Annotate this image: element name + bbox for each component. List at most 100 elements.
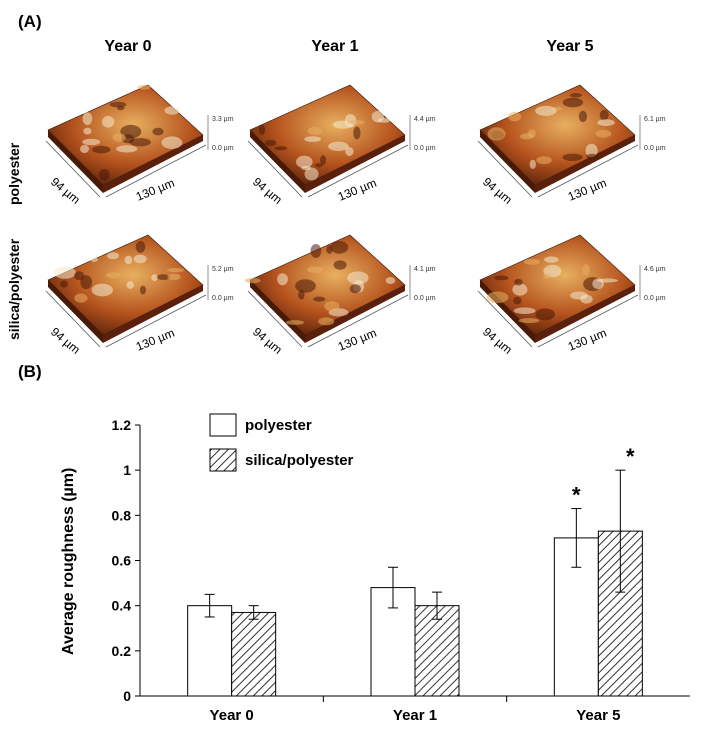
afm-texture-blob — [582, 264, 590, 276]
x-tick-label: Year 1 — [393, 707, 437, 724]
column-title-year-5: Year 5 — [546, 38, 594, 55]
afm-surface-plot: 6.1 µm 0.0 µm 94 µm 130 µm — [477, 84, 666, 207]
afm-texture-blob — [349, 284, 361, 294]
bar-silica-polyester — [414, 605, 460, 697]
afm-texture-blob — [518, 318, 540, 324]
afm-surface-edge — [250, 280, 305, 343]
afm-texture-blob — [107, 252, 119, 260]
afm-texture-blob — [310, 244, 322, 258]
afm-texture-blob — [513, 307, 536, 314]
row-label-silica-polyester: silica/polyester — [6, 238, 22, 340]
x-tick-label: Year 5 — [576, 707, 620, 724]
afm-texture-blob — [109, 101, 127, 108]
afm-texture-blob — [274, 146, 288, 151]
afm-y-axis-line — [477, 140, 533, 198]
afm-texture-blob — [324, 301, 340, 312]
afm-surface-edge — [103, 285, 203, 343]
bar-silica-polyester — [231, 611, 277, 697]
legend-swatch — [209, 448, 237, 472]
afm-texture-blob — [514, 278, 523, 286]
afm-height-max-label: 4.4 µm — [414, 116, 436, 123]
afm-x-dimension-label: 130 µm — [336, 176, 379, 204]
afm-texture-blob — [98, 168, 110, 181]
afm-x-axis-line — [537, 294, 639, 348]
afm-texture-blob — [258, 125, 266, 135]
afm-texture-blob — [116, 145, 138, 153]
significance-asterisk: * — [626, 444, 635, 469]
bar-polyester — [187, 605, 233, 697]
afm-height-max-label: 6.1 µm — [644, 116, 666, 123]
afm-x-dimension-label: 130 µm — [336, 326, 379, 354]
afm-surface-edge — [48, 130, 103, 193]
afm-surface-plot: 4.6 µm 0.0 µm 94 µm 130 µm — [477, 234, 666, 357]
afm-surface — [479, 234, 636, 336]
afm-texture-blob — [296, 155, 313, 169]
afm-texture-blob — [597, 119, 615, 126]
afm-texture-blob — [92, 145, 111, 154]
afm-texture-blob — [508, 111, 522, 122]
afm-texture-blob — [133, 254, 147, 264]
afm-texture-blob — [562, 153, 583, 161]
significance-asterisk: * — [572, 483, 581, 508]
afm-height-max-label: 5.2 µm — [212, 266, 234, 273]
legend-label: silica/polyester — [245, 452, 354, 469]
afm-texture-blob — [578, 110, 587, 123]
afm-tile: 6.1 µm 0.0 µm 94 µm 130 µm — [470, 75, 680, 225]
afm-texture-blob — [345, 147, 354, 156]
afm-texture-blob — [487, 127, 506, 141]
afm-texture-blob — [304, 167, 319, 181]
afm-texture-blob — [536, 156, 552, 165]
afm-x-dimension-label: 130 µm — [134, 326, 177, 354]
afm-texture-blob — [91, 283, 113, 297]
afm-texture-blob — [244, 278, 261, 284]
afm-height-min-label: 0.0 µm — [644, 145, 666, 152]
afm-y-dimension-label: 94 µm — [480, 175, 515, 207]
afm-texture-blob — [304, 136, 321, 142]
afm-texture-blob — [569, 93, 582, 98]
afm-y-axis-line — [45, 140, 101, 198]
afm-texture-blob — [371, 110, 384, 123]
afm-texture-blob — [164, 106, 180, 115]
afm-texture-blob — [595, 129, 612, 138]
afm-surface-edge — [535, 285, 635, 343]
afm-texture-blob — [307, 266, 324, 273]
y-tick-label: 0.8 — [112, 507, 132, 523]
afm-tile: 5.2 µm 0.0 µm 94 µm 130 µm — [38, 225, 248, 375]
afm-texture-blob — [318, 317, 335, 326]
afm-texture-blob — [353, 126, 361, 140]
afm-height-min-label: 0.0 µm — [644, 295, 666, 302]
afm-texture-blob — [74, 271, 85, 281]
afm-texture-blob — [60, 280, 68, 288]
afm-tile: 4.1 µm 0.0 µm 94 µm 130 µm — [240, 225, 450, 375]
afm-x-axis-line — [105, 294, 207, 348]
afm-surface-plot: 5.2 µm 0.0 µm 94 µm 130 µm — [45, 234, 234, 357]
afm-surface-edge — [103, 135, 203, 193]
afm-height-min-label: 0.0 µm — [414, 145, 436, 152]
afm-texture-blob — [82, 112, 93, 125]
afm-surface-edge — [48, 280, 103, 343]
row-label-polyester: polyester — [6, 142, 22, 205]
y-tick-label: 0.6 — [112, 553, 132, 569]
afm-surface-edge — [305, 135, 405, 193]
legend-swatch — [209, 413, 237, 437]
afm-texture-blob — [167, 273, 181, 281]
afm-x-dimension-label: 130 µm — [566, 176, 609, 204]
y-tick-label: 0.2 — [112, 643, 132, 659]
afm-texture-blob — [295, 279, 316, 293]
y-tick-label: 0 — [123, 688, 131, 704]
afm-y-axis-line — [45, 290, 101, 348]
afm-height-min-label: 0.0 µm — [212, 145, 234, 152]
afm-height-max-label: 4.6 µm — [644, 266, 666, 273]
afm-y-dimension-label: 94 µm — [48, 175, 83, 207]
afm-texture-blob — [529, 159, 536, 169]
afm-x-axis-line — [537, 144, 639, 198]
afm-texture-blob — [307, 126, 322, 136]
afm-surface-edge — [535, 135, 635, 193]
afm-texture-blob — [124, 255, 133, 265]
afm-texture-blob — [137, 84, 151, 90]
afm-texture-blob — [513, 296, 522, 305]
afm-texture-blob — [105, 272, 121, 279]
afm-texture-blob — [544, 256, 559, 263]
afm-surface-plot: 4.4 µm 0.0 µm 94 µm 130 µm — [247, 84, 436, 207]
afm-y-dimension-label: 94 µm — [480, 325, 515, 357]
